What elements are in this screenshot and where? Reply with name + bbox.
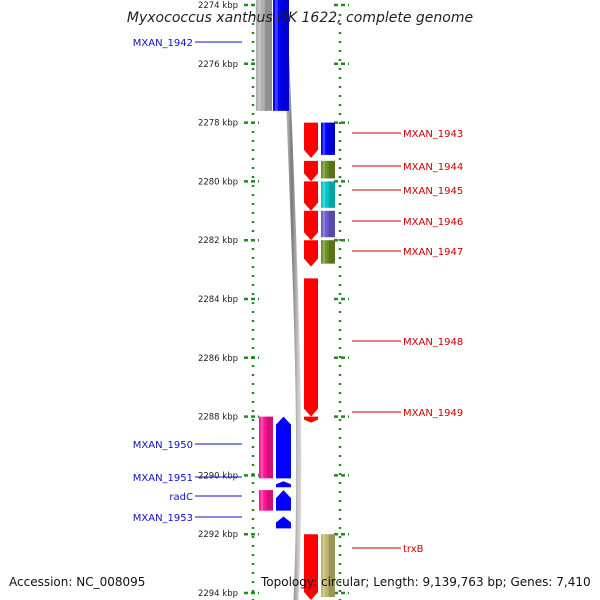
gene-label-MXAN_1945: MXAN_1945 xyxy=(403,186,463,197)
cog-MXAN_1943 xyxy=(321,122,335,155)
gene-MXAN_1953 xyxy=(276,516,291,529)
gene-label-MXAN_1942: MXAN_1942 xyxy=(133,38,193,49)
gene-MXAN_1943 xyxy=(304,122,318,158)
gene-label-MXAN_1944: MXAN_1944 xyxy=(403,162,463,173)
ruler-tick-label: 2282 kbp xyxy=(198,236,238,246)
cog-trxB xyxy=(321,534,335,597)
gene-labels: MXAN_1942 MXAN_1943 MXAN_1944 MXAN_1945 MXAN… xyxy=(133,38,464,555)
gene-label-radC: radC xyxy=(169,492,193,503)
cog-radC xyxy=(259,490,273,511)
gene-label-MXAN_1949: MXAN_1949 xyxy=(403,408,463,419)
gene-label-MXAN_1943: MXAN_1943 xyxy=(403,129,463,140)
gene-label-MXAN_1950: MXAN_1950 xyxy=(133,440,193,451)
ruler-tick-label: 2290 kbp xyxy=(198,471,238,481)
gene-MXAN_1942 xyxy=(273,0,289,111)
map-title: Myxococcus xanthus DK 1622, complete gen… xyxy=(126,10,474,26)
ruler-tick-label: 2278 kbp xyxy=(198,119,238,129)
topology-text: Topology: circular; Length: 9,139,763 bp… xyxy=(261,575,591,589)
cog-MXAN_1945 xyxy=(321,181,335,208)
ruler-axis: 2274 kbp 2276 kbp 2278 kbp 2280 kbp 2282 kbp… xyxy=(198,1,349,600)
gene-MXAN_1948 xyxy=(304,278,318,417)
gene-MXAN_1951 xyxy=(276,481,291,488)
ruler-tick-label: 2292 kbp xyxy=(198,530,238,540)
gene-MXAN_1950 xyxy=(276,416,291,479)
gene-label-MXAN_1953: MXAN_1953 xyxy=(133,513,193,524)
gene-MXAN_1945 xyxy=(304,181,318,211)
gene-label-MXAN_1948: MXAN_1948 xyxy=(403,337,463,348)
gene-label-MXAN_1947: MXAN_1947 xyxy=(403,247,463,258)
gene-radC xyxy=(276,490,291,511)
ruler-tick-label: 2288 kbp xyxy=(198,413,238,423)
gene-label-MXAN_1946: MXAN_1946 xyxy=(403,217,463,228)
ruler-tick-label: 2294 kbp xyxy=(198,589,238,599)
gene-MXAN_1949 xyxy=(304,416,318,423)
ruler-tick-label: 2286 kbp xyxy=(198,354,238,364)
ruler-tick-label: 2276 kbp xyxy=(198,60,238,70)
gene-MXAN_1947 xyxy=(304,240,318,267)
gene-MXAN_1944 xyxy=(304,160,318,182)
gene-label-trxB: trxB xyxy=(403,544,424,555)
ruler-tick-label: 2284 kbp xyxy=(198,295,238,305)
accession-text: Accession: NC_008095 xyxy=(9,575,146,589)
cog-MXAN_1946 xyxy=(321,210,335,238)
gene-MXAN_1946 xyxy=(304,210,318,241)
ruler-tick-label: 2280 kbp xyxy=(198,177,238,187)
cog-MXAN_1947 xyxy=(321,240,335,264)
gene-trxB xyxy=(304,534,318,600)
gene-track xyxy=(256,0,335,600)
gene-label-MXAN_1951: MXAN_1951 xyxy=(133,473,193,484)
cog-MXAN_1942 xyxy=(256,0,272,111)
cog-MXAN_1950 xyxy=(259,416,273,479)
cog-MXAN_1944 xyxy=(321,160,335,179)
ruler-tick-label: 2274 kbp xyxy=(198,1,238,11)
